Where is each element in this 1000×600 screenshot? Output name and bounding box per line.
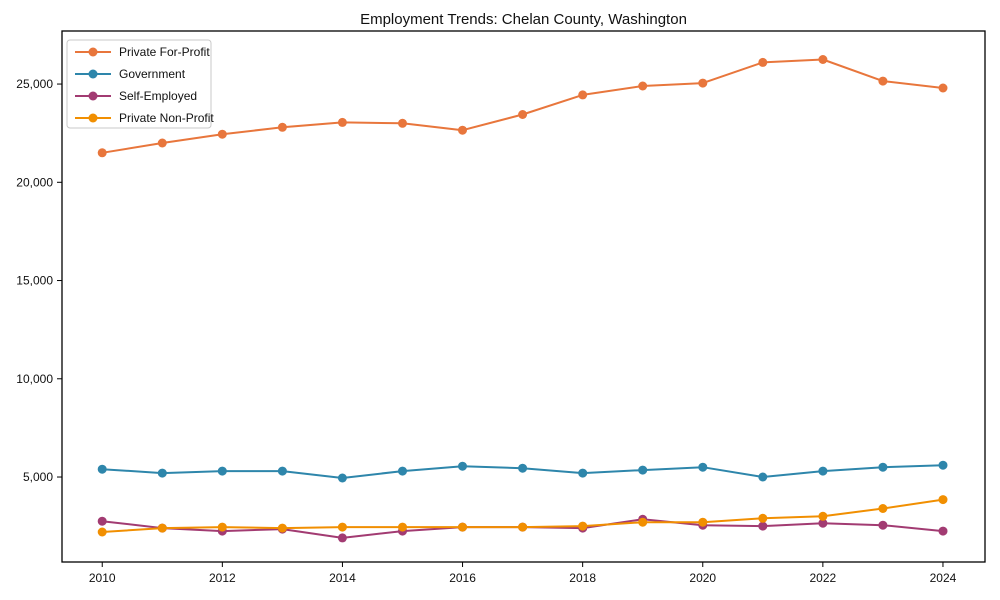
data-point-marker [458,125,467,135]
x-axis-tick-label: 2022 [810,571,837,585]
legend-box [66,39,212,129]
data-point-marker [217,466,227,476]
data-point-marker [878,504,888,513]
legend-item: Self-Employed [75,89,197,103]
data-point-marker [938,83,948,93]
data-point-marker [578,90,588,100]
data-point-marker [698,78,708,88]
legend-label: Self-Employed [119,89,197,103]
series-line [102,58,944,154]
data-point-marker [818,511,828,521]
data-point-marker [97,464,107,474]
data-point-marker [157,138,167,148]
data-point-marker [337,522,347,532]
data-point-marker [578,521,588,531]
y-axis-tick-label: 5,000 [23,470,53,484]
data-point-marker [458,522,467,532]
data-point-marker [337,473,347,483]
x-axis-tick-label: 2016 [449,571,476,585]
data-point-marker [818,466,828,476]
data-point-marker [277,122,287,132]
data-point-marker [518,522,528,532]
series-private-non-profit [97,495,948,537]
data-point-marker [97,516,107,526]
x-axis-tick-label: 2014 [329,571,356,585]
data-point-marker [698,462,708,472]
data-point-marker [398,118,407,128]
x-axis-tick-label: 2020 [689,571,716,585]
data-point-marker [217,129,227,139]
data-point-marker [878,462,888,472]
data-point-marker [157,523,167,533]
data-point-marker [878,76,888,86]
chart-title: Employment Trends: Chelan County, Washin… [360,11,687,28]
legend-marker-dot [88,113,98,123]
x-axis-tick-label: 2018 [569,571,596,585]
data-point-marker [337,117,347,127]
data-point-marker [518,110,528,119]
y-axis-tick-label: 25,000 [16,77,53,91]
data-point-marker [818,55,828,64]
data-point-marker [938,460,948,470]
data-point-marker [758,57,768,67]
data-point-marker [638,465,648,475]
data-point-marker [638,81,648,91]
x-axis-tick-label: 2024 [930,571,957,585]
data-point-marker [157,468,167,478]
data-point-marker [758,513,768,523]
legend-marker-dot [88,69,98,79]
legend-item: Private For-Profit [75,45,210,59]
data-point-marker [938,495,948,505]
data-point-marker [518,463,528,473]
data-point-marker [758,472,768,482]
data-point-marker [878,520,888,530]
data-point-marker [938,526,948,536]
y-axis-tick-label: 20,000 [16,175,53,189]
legend-marker-dot [88,91,98,101]
data-point-marker [337,533,347,543]
plot-frame [61,30,986,563]
legend-label: Private For-Profit [119,45,210,59]
x-axis-tick-label: 2010 [89,571,116,585]
data-point-marker [398,522,407,532]
x-axis-tick-label: 2012 [209,571,236,585]
legend: Private For-Profit Government Self-Employe… [66,39,214,129]
series-government [97,460,948,483]
data-point-marker [818,518,828,528]
data-point-marker [97,527,107,537]
legend-item: Government [75,67,186,81]
y-axis-tick-label: 15,000 [16,274,53,288]
y-axis-tick-label: 10,000 [16,372,53,386]
data-point-marker [578,468,588,478]
data-point-marker [277,523,287,533]
data-point-marker [638,517,648,527]
data-point-marker [398,466,407,476]
series-private-for-profit [97,55,948,158]
data-point-marker [277,466,287,476]
data-point-marker [217,522,227,532]
legend-label: Private Non-Profit [119,111,214,125]
data-point-marker [458,461,467,471]
data-point-marker [758,521,768,531]
legend-marker-dot [88,47,98,57]
data-point-marker [97,148,107,158]
legend-item: Private Non-Profit [75,111,214,125]
legend-label: Government [119,67,186,81]
data-point-marker [698,517,708,527]
